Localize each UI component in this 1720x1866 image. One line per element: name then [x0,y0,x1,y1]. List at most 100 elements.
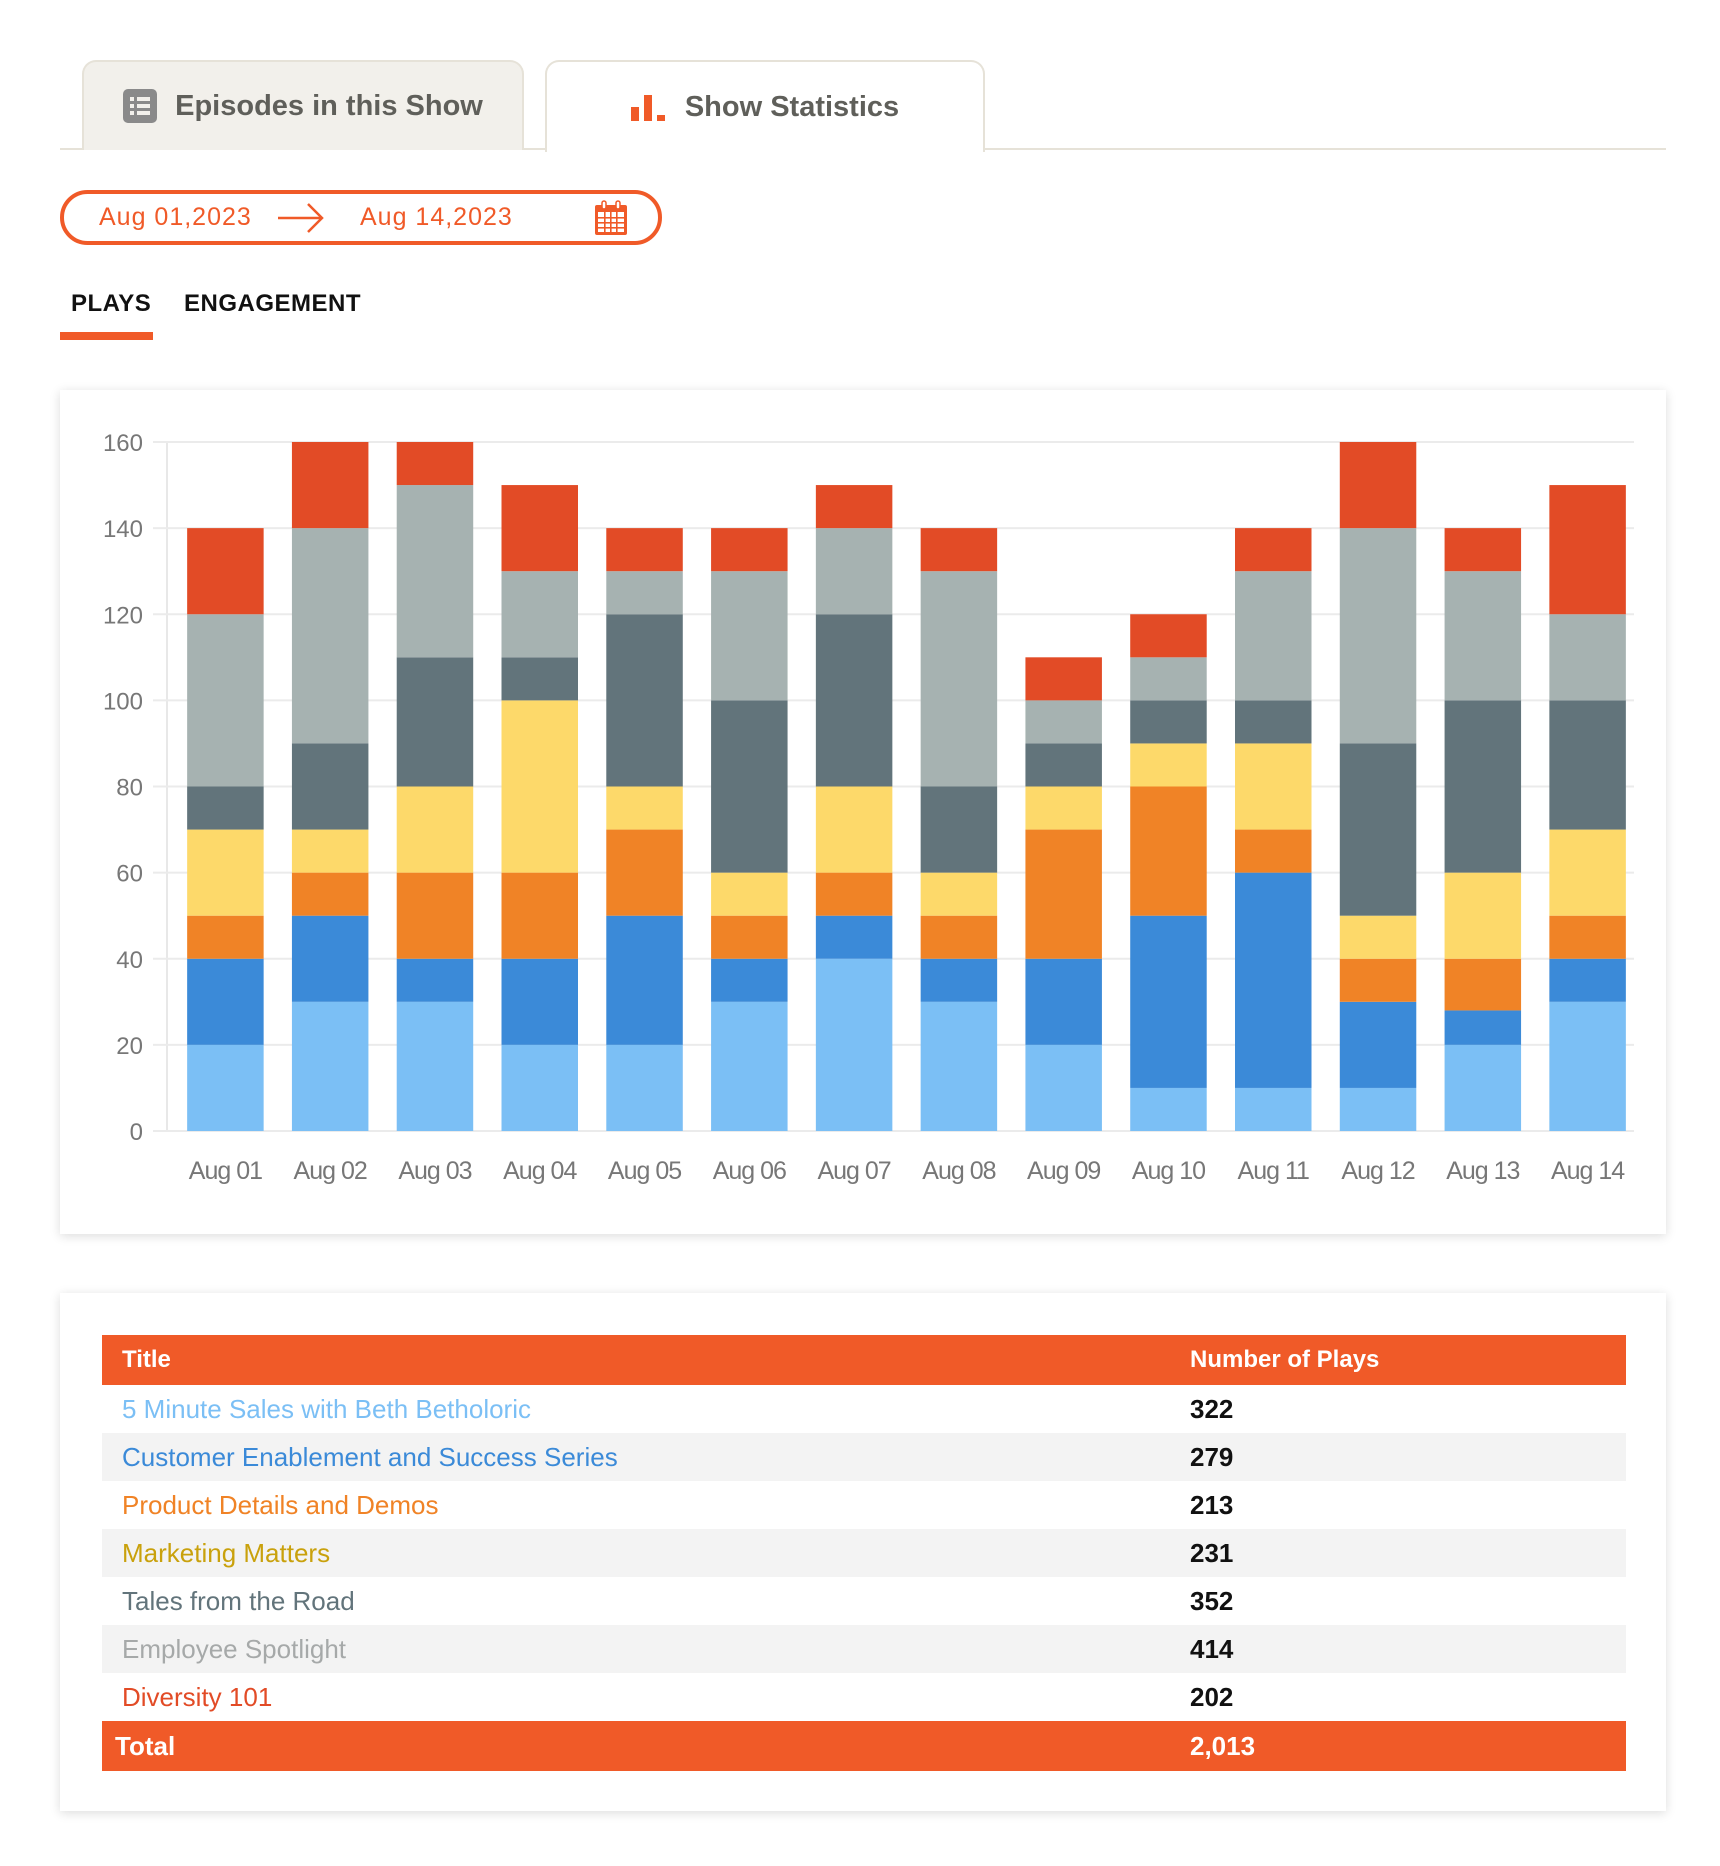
subtab-engagement[interactable]: ENGAGEMENT [184,290,362,317]
bar-segment[interactable] [396,1001,474,1131]
episode-title-link[interactable]: Employee Spotlight [122,1633,347,1664]
bar-segment[interactable] [1025,958,1102,1045]
bar-segment[interactable] [1025,829,1102,959]
bar-segment[interactable] [187,829,264,916]
bar-segment[interactable] [501,571,578,658]
bar-segment[interactable] [396,958,474,1002]
bar-segment[interactable] [606,829,683,916]
bar-segment[interactable] [711,915,788,959]
bar-segment[interactable] [1130,614,1207,658]
bar-segment[interactable] [291,528,369,744]
bar-segment[interactable] [187,786,264,830]
bar-segment[interactable] [711,700,788,873]
bar-segment[interactable] [1444,700,1522,873]
episode-title-link[interactable]: Product Details and Demos [122,1489,439,1520]
bar-segment[interactable] [711,872,788,916]
bar-segment[interactable] [501,958,578,1045]
tab-episodes[interactable]: Episodes in this Show [82,60,524,150]
date-range-picker[interactable]: Aug 01,2023 Aug 14,2023 [60,190,662,245]
bar-segment[interactable] [291,743,369,830]
bar-segment[interactable] [1549,485,1626,615]
bar-segment[interactable] [396,485,474,658]
bar-segment[interactable] [606,528,683,572]
bar-segment[interactable] [396,872,474,959]
bar-segment[interactable] [920,528,998,572]
bar-segment[interactable] [815,958,893,1131]
bar-segment[interactable] [291,829,369,873]
bar-segment[interactable] [1549,700,1626,830]
episode-title-link[interactable]: Tales from the Road [122,1585,355,1616]
bar-segment[interactable] [606,571,683,615]
bar-segment[interactable] [711,571,788,701]
bar-segment[interactable] [291,915,369,1002]
bar-segment[interactable] [501,700,578,873]
bar-segment[interactable] [1025,743,1102,787]
bar-segment[interactable] [920,872,998,916]
bar-segment[interactable] [291,872,369,916]
bar-segment[interactable] [815,614,893,787]
bar-segment[interactable] [1235,872,1312,1088]
bar-segment[interactable] [396,442,474,486]
bar-segment[interactable] [711,958,788,1002]
bar-segment[interactable] [1235,1087,1312,1131]
tab-show-statistics[interactable]: Show Statistics [545,60,985,152]
bar-segment[interactable] [1339,958,1417,1002]
bar-segment[interactable] [606,786,683,830]
bar-segment[interactable] [606,915,683,1045]
bar-segment[interactable] [1235,571,1312,701]
bar-segment[interactable] [1444,1010,1522,1045]
bar-segment[interactable] [291,1001,369,1131]
bar-segment[interactable] [1130,743,1207,787]
episode-title-link[interactable]: Diversity 101 [122,1681,273,1712]
bar-segment[interactable] [1339,1001,1417,1088]
date-from[interactable]: Aug 01,2023 [99,203,252,231]
bar-segment[interactable] [711,528,788,572]
bar-segment[interactable] [1339,528,1417,744]
bar-segment[interactable] [501,657,578,701]
bar-segment[interactable] [815,485,893,529]
bar-segment[interactable] [1235,743,1312,830]
bar-segment[interactable] [1444,872,1522,959]
bar-segment[interactable] [1025,657,1102,701]
bar-segment[interactable] [1549,829,1626,916]
bar-segment[interactable] [1235,528,1312,572]
subtab-plays[interactable]: PLAYS [71,290,152,317]
bar-segment[interactable] [396,786,474,873]
bar-segment[interactable] [920,958,998,1002]
calendar-icon[interactable] [594,200,628,236]
bar-segment[interactable] [187,915,264,959]
bar-segment[interactable] [815,786,893,873]
bar-segment[interactable] [1444,1044,1522,1131]
bar-segment[interactable] [1025,1044,1102,1131]
bar-segment[interactable] [396,657,474,787]
bar-segment[interactable] [1339,743,1417,916]
bar-segment[interactable] [1339,915,1417,959]
bar-segment[interactable] [1339,442,1417,529]
bar-segment[interactable] [291,442,369,529]
bar-segment[interactable] [1549,958,1626,1002]
bar-segment[interactable] [1130,657,1207,701]
bar-segment[interactable] [501,872,578,959]
bar-segment[interactable] [1130,1087,1207,1131]
bar-segment[interactable] [187,614,264,787]
bar-segment[interactable] [606,614,683,787]
bar-segment[interactable] [1235,700,1312,744]
bar-segment[interactable] [187,958,264,1045]
bar-segment[interactable] [1549,915,1626,959]
bar-segment[interactable] [1444,571,1522,701]
bar-segment[interactable] [815,872,893,916]
bar-segment[interactable] [1025,700,1102,744]
bar-segment[interactable] [920,571,998,787]
bar-segment[interactable] [501,1044,578,1131]
bar-segment[interactable] [711,1001,788,1131]
episode-title-link[interactable]: Customer Enablement and Success Series [122,1441,618,1472]
bar-segment[interactable] [187,528,264,615]
date-to[interactable]: Aug 14,2023 [360,203,513,231]
bar-segment[interactable] [1444,528,1522,572]
bar-segment[interactable] [501,485,578,572]
bar-segment[interactable] [920,915,998,959]
bar-segment[interactable] [815,915,893,959]
episode-title-link[interactable]: 5 Minute Sales with Beth Betholoric [122,1393,531,1424]
bar-segment[interactable] [1130,786,1207,916]
bar-segment[interactable] [1549,614,1626,701]
